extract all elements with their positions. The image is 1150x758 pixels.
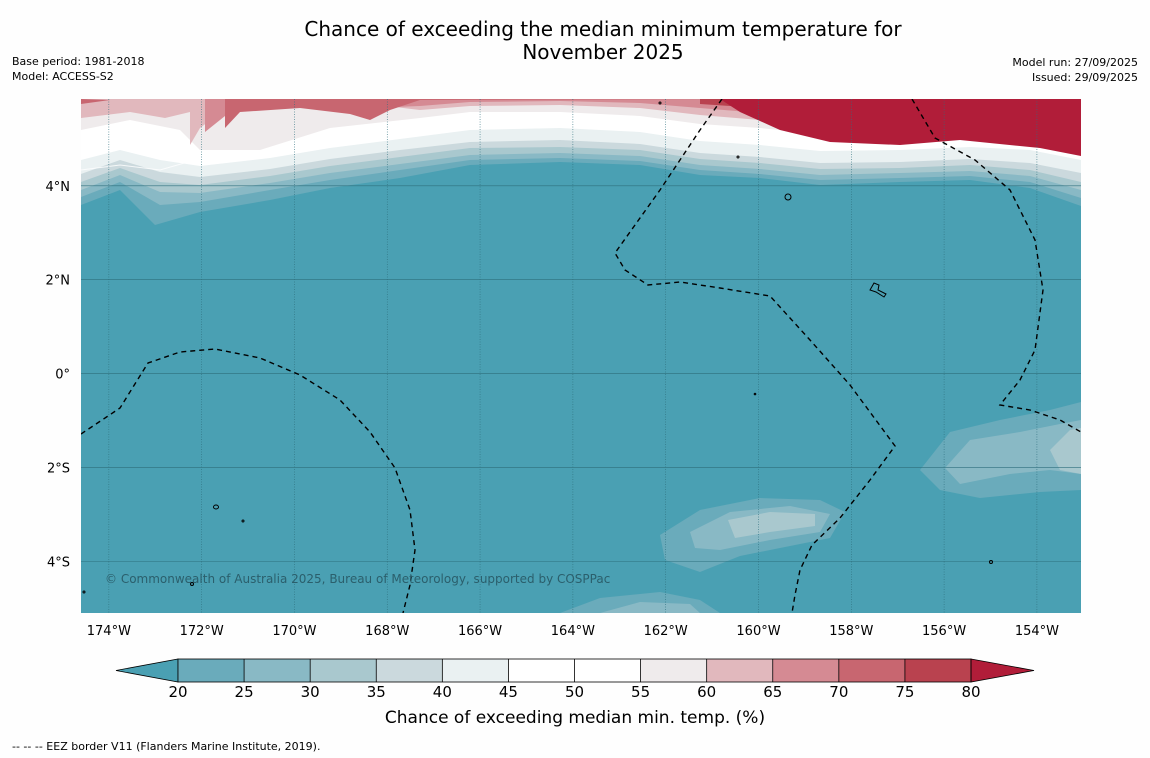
island-1 (784, 193, 792, 201)
colorbar-segment (508, 659, 575, 682)
patch-30-bottom (600, 602, 700, 613)
colorbar-tick-label: 30 (300, 683, 320, 701)
patch-35-south (728, 512, 815, 538)
band-60-west (81, 99, 225, 118)
colorbar-tick-label: 65 (763, 683, 783, 701)
colorbar-segment (376, 659, 443, 682)
island-7 (736, 155, 740, 159)
title-line-2: November 2025 (522, 40, 684, 64)
colorbar-tick-label: 40 (432, 683, 452, 701)
eez-border-central (614, 99, 896, 613)
copyright-text: © Commonwealth of Australia 2025, Bureau… (105, 572, 611, 586)
colorbar-tick-label: 55 (631, 683, 651, 701)
island-4 (241, 519, 245, 523)
colorbar-tick-label: 50 (564, 683, 585, 701)
colorbar-tick-label: 70 (829, 683, 849, 701)
island-2 (869, 282, 887, 298)
colorbar-extend-high (970, 658, 1035, 683)
lon-label: 164°W (551, 624, 595, 639)
colorbar-label: Chance of exceeding median min. temp. (%… (384, 708, 766, 728)
island-6 (989, 560, 993, 564)
meta-right: Model run: 27/09/2025 Issued: 29/09/2025 (1012, 55, 1138, 85)
lon-axis-labels: 174°W 172°W 170°W 168°W 166°W 164°W 162°W 160°W… (87, 624, 1059, 639)
colorbar-segment (178, 659, 245, 682)
colorbar-segment (574, 659, 641, 682)
band-80 (720, 99, 1081, 156)
lat-label: 4°N (46, 180, 71, 195)
colorbar-tick-labels: 20 25 30 35 40 45 50 55 60 65 70 75 80 (0, 683, 1150, 703)
colorbar-tick-label: 60 (697, 683, 717, 701)
colorbar-segment (838, 659, 905, 682)
issued-text: Issued: 29/09/2025 (1031, 71, 1138, 84)
chart-title: Chance of exceeding the median minimum t… (0, 18, 1150, 64)
eez-border-west (81, 348, 416, 613)
lon-label: 154°W (1015, 624, 1059, 639)
eez-legend-footnote: -- -- -- EEZ border V11 (Flanders Marine… (12, 740, 321, 753)
colorbar-tick-label: 25 (234, 683, 254, 701)
colorbar-frame (177, 658, 972, 683)
lon-label: 174°W (87, 624, 131, 639)
band-70-west (81, 99, 110, 104)
meta-left: Base period: 1981-2018 Model: ACCESS-S2 (12, 54, 144, 84)
patch-30-east (945, 420, 1081, 484)
map-area (81, 99, 1081, 613)
lon-label: 156°W (922, 624, 966, 639)
colorbar-segment (772, 659, 839, 682)
colorbar (115, 658, 1035, 683)
colorbar-segment (310, 659, 377, 682)
lon-label: 166°W (458, 624, 502, 639)
title-line-1: Chance of exceeding the median minimum t… (304, 17, 902, 41)
lon-label: 158°W (829, 624, 873, 639)
island-9 (82, 590, 86, 594)
lon-label: 168°W (365, 624, 409, 639)
eez-border-east (911, 99, 1081, 433)
model-text: Model: ACCESS-S2 (12, 70, 114, 83)
model-run-text: Model run: 27/09/2025 (1012, 56, 1138, 69)
lon-label: 160°W (736, 624, 780, 639)
lon-label: 172°W (180, 624, 224, 639)
lat-label: 2°N (46, 274, 71, 289)
colorbar-tick-label: 20 (168, 683, 188, 701)
patch-35-east (1050, 428, 1081, 474)
islands (82, 101, 993, 594)
colorbar-segment (706, 659, 773, 682)
eez-borders (81, 99, 1081, 613)
colorbar-tick-label: 35 (366, 683, 386, 701)
lon-label: 162°W (644, 624, 688, 639)
island-3 (213, 504, 219, 510)
graticule (81, 99, 1081, 613)
lon-label: 170°W (272, 624, 316, 639)
contour-white (81, 129, 196, 171)
colorbar-segment (904, 659, 971, 682)
island-8 (658, 101, 662, 105)
base-period-text: Base period: 1981-2018 (12, 55, 145, 68)
colorbar-tick-label: 75 (895, 683, 915, 701)
colorbar-segment (442, 659, 509, 682)
lat-label: 2°S (47, 461, 70, 476)
lat-label: 0° (55, 368, 70, 383)
colorbar-extend-low (115, 658, 179, 683)
colorbar-tick-label: 45 (498, 683, 518, 701)
colorbar-segment (244, 659, 311, 682)
lat-axis-labels: 4°N 2°N 0° 2°S 4°S (46, 180, 71, 571)
colorbar-segment (640, 659, 707, 682)
island-10 (753, 392, 757, 396)
colorbar-tick-label: 80 (961, 683, 981, 701)
island-5 (190, 582, 194, 586)
lat-label: 4°S (47, 555, 70, 570)
